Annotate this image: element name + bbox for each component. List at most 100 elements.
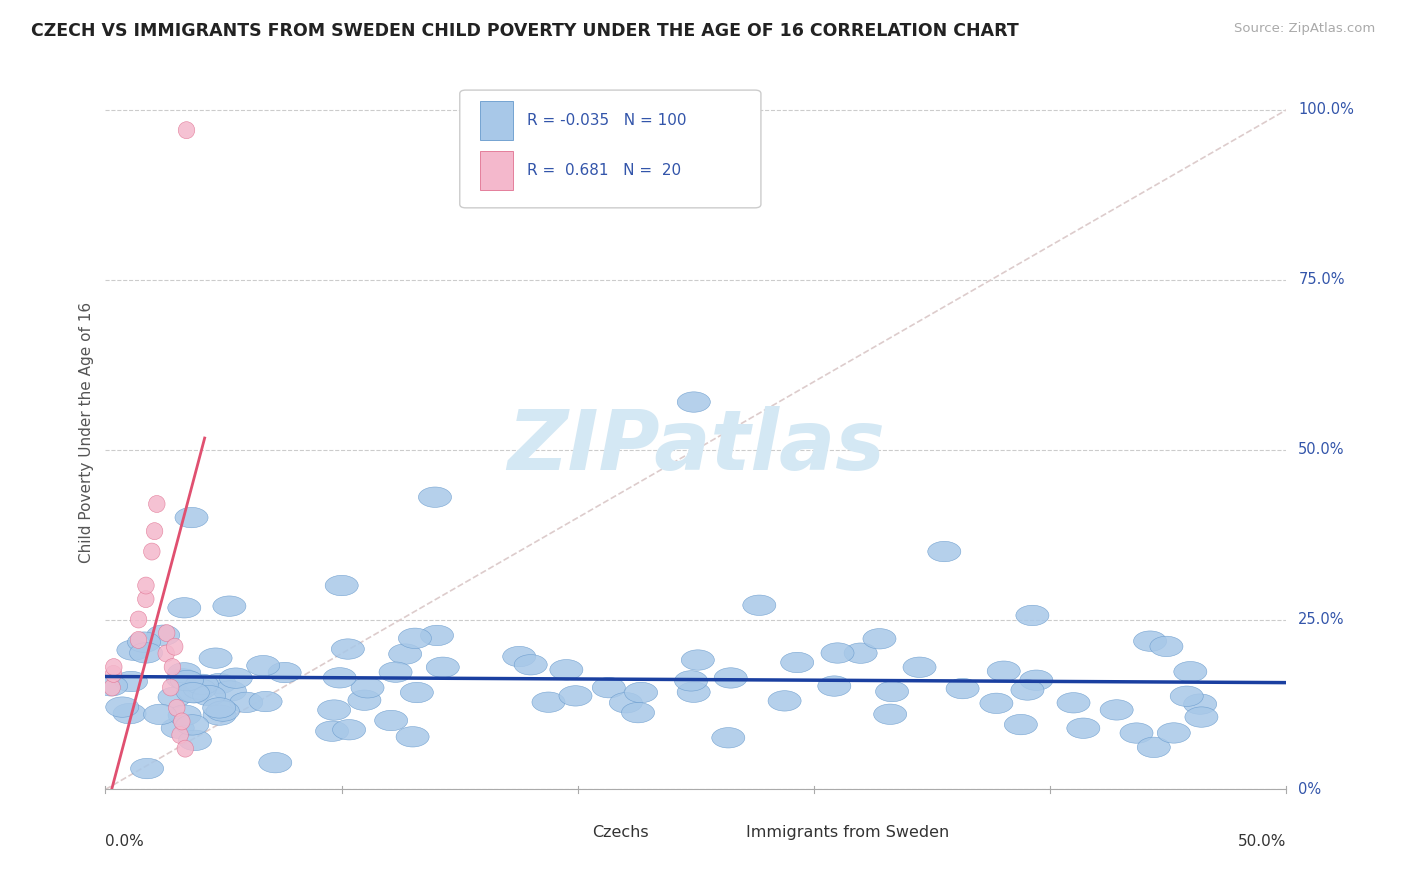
FancyBboxPatch shape bbox=[460, 90, 761, 208]
Ellipse shape bbox=[169, 705, 201, 725]
Ellipse shape bbox=[863, 629, 896, 649]
Ellipse shape bbox=[621, 703, 655, 723]
Ellipse shape bbox=[202, 698, 236, 718]
Ellipse shape bbox=[1157, 723, 1191, 743]
Ellipse shape bbox=[162, 718, 194, 739]
Ellipse shape bbox=[173, 713, 190, 730]
Ellipse shape bbox=[131, 632, 146, 648]
Ellipse shape bbox=[146, 625, 180, 646]
Ellipse shape bbox=[104, 679, 121, 696]
Ellipse shape bbox=[229, 692, 263, 713]
Ellipse shape bbox=[166, 669, 200, 690]
Ellipse shape bbox=[1011, 680, 1045, 700]
Ellipse shape bbox=[401, 682, 433, 703]
Ellipse shape bbox=[980, 693, 1012, 714]
Ellipse shape bbox=[396, 727, 429, 747]
Ellipse shape bbox=[1099, 699, 1133, 720]
FancyBboxPatch shape bbox=[479, 101, 513, 140]
Ellipse shape bbox=[179, 682, 212, 703]
Ellipse shape bbox=[166, 638, 183, 656]
Ellipse shape bbox=[987, 661, 1021, 681]
Ellipse shape bbox=[138, 591, 155, 607]
Ellipse shape bbox=[1185, 706, 1218, 727]
Ellipse shape bbox=[332, 639, 364, 659]
Ellipse shape bbox=[609, 692, 643, 713]
Ellipse shape bbox=[219, 668, 252, 689]
Ellipse shape bbox=[876, 681, 908, 702]
Text: 0%: 0% bbox=[1298, 782, 1322, 797]
Ellipse shape bbox=[249, 691, 283, 712]
Ellipse shape bbox=[179, 731, 211, 750]
Ellipse shape bbox=[202, 673, 236, 694]
Ellipse shape bbox=[207, 701, 239, 722]
Ellipse shape bbox=[903, 657, 936, 677]
Ellipse shape bbox=[333, 720, 366, 740]
Ellipse shape bbox=[112, 704, 146, 723]
Text: 0.0%: 0.0% bbox=[105, 834, 145, 848]
Ellipse shape bbox=[678, 682, 710, 702]
Ellipse shape bbox=[146, 523, 163, 540]
Text: 25.0%: 25.0% bbox=[1298, 612, 1344, 627]
Ellipse shape bbox=[1017, 606, 1049, 625]
Ellipse shape bbox=[821, 643, 853, 664]
Ellipse shape bbox=[515, 655, 547, 675]
Ellipse shape bbox=[114, 672, 148, 691]
Ellipse shape bbox=[550, 659, 583, 680]
Ellipse shape bbox=[323, 667, 356, 688]
Ellipse shape bbox=[163, 679, 179, 696]
Ellipse shape bbox=[503, 647, 536, 666]
Text: 100.0%: 100.0% bbox=[1298, 103, 1354, 118]
Ellipse shape bbox=[1067, 718, 1099, 739]
Ellipse shape bbox=[315, 721, 349, 741]
Ellipse shape bbox=[1184, 694, 1216, 714]
Text: ZIPatlas: ZIPatlas bbox=[508, 407, 884, 487]
Ellipse shape bbox=[374, 710, 408, 731]
Text: Czechs: Czechs bbox=[592, 825, 648, 839]
Ellipse shape bbox=[128, 632, 160, 652]
Ellipse shape bbox=[768, 690, 801, 711]
Ellipse shape bbox=[94, 675, 128, 696]
Ellipse shape bbox=[202, 705, 236, 725]
Ellipse shape bbox=[742, 595, 776, 615]
Ellipse shape bbox=[157, 687, 191, 707]
Ellipse shape bbox=[624, 682, 658, 703]
Ellipse shape bbox=[176, 714, 208, 735]
Ellipse shape bbox=[159, 624, 174, 641]
Ellipse shape bbox=[1057, 692, 1090, 713]
Ellipse shape bbox=[1133, 631, 1167, 651]
Ellipse shape bbox=[678, 392, 710, 412]
Ellipse shape bbox=[246, 656, 280, 676]
Ellipse shape bbox=[946, 679, 979, 698]
Ellipse shape bbox=[844, 643, 877, 664]
Ellipse shape bbox=[183, 679, 217, 699]
Text: R =  0.681   N =  20: R = 0.681 N = 20 bbox=[527, 163, 681, 178]
Ellipse shape bbox=[138, 577, 155, 594]
Ellipse shape bbox=[592, 678, 626, 698]
Ellipse shape bbox=[131, 758, 163, 779]
Text: 50.0%: 50.0% bbox=[1239, 834, 1286, 848]
Ellipse shape bbox=[172, 727, 188, 744]
Ellipse shape bbox=[711, 728, 745, 748]
Text: 75.0%: 75.0% bbox=[1298, 272, 1344, 287]
Ellipse shape bbox=[1019, 670, 1053, 690]
Ellipse shape bbox=[426, 657, 460, 677]
Ellipse shape bbox=[131, 611, 146, 628]
Text: 50.0%: 50.0% bbox=[1298, 442, 1344, 457]
Ellipse shape bbox=[149, 495, 165, 513]
Ellipse shape bbox=[105, 697, 139, 717]
Ellipse shape bbox=[388, 644, 422, 665]
Ellipse shape bbox=[143, 543, 160, 560]
Ellipse shape bbox=[560, 686, 592, 706]
Ellipse shape bbox=[143, 704, 177, 724]
Ellipse shape bbox=[169, 699, 186, 716]
Ellipse shape bbox=[531, 692, 565, 713]
Ellipse shape bbox=[1004, 714, 1038, 735]
Ellipse shape bbox=[167, 598, 201, 618]
Ellipse shape bbox=[105, 658, 122, 675]
Ellipse shape bbox=[212, 596, 246, 616]
Ellipse shape bbox=[200, 648, 232, 668]
Ellipse shape bbox=[352, 678, 384, 698]
Ellipse shape bbox=[928, 541, 960, 562]
Ellipse shape bbox=[214, 681, 246, 701]
Ellipse shape bbox=[347, 690, 381, 710]
